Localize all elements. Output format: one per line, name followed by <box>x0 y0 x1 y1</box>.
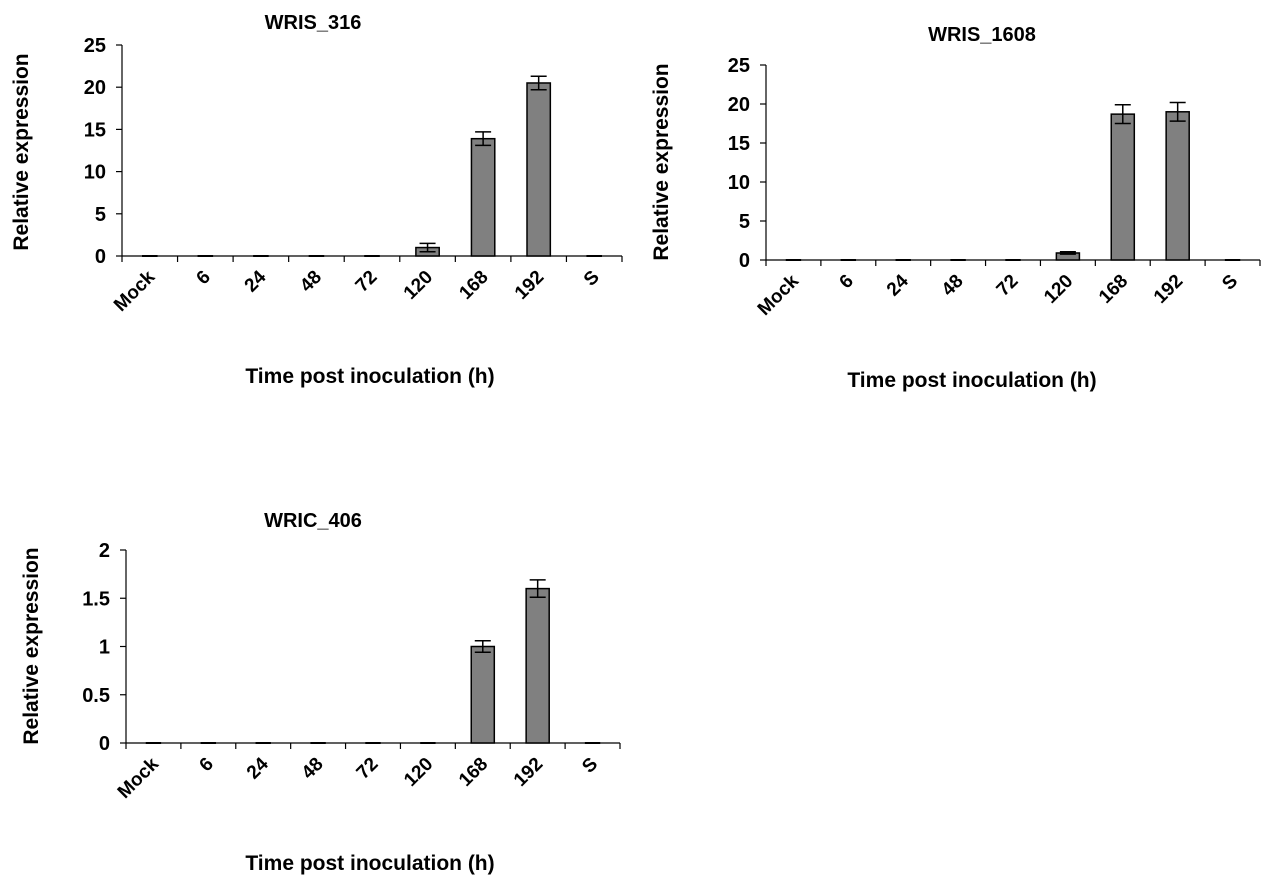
y-tick-label: 15 <box>84 119 106 141</box>
bar <box>1165 111 1190 261</box>
x-tick-label: 192 <box>511 267 548 304</box>
y-tick-label: 10 <box>728 172 750 194</box>
y-tick-label: 20 <box>84 77 106 99</box>
y-tick-label: 0.5 <box>82 685 110 707</box>
x-axis-label: Time post inoculation (h) <box>245 852 494 875</box>
y-axis-label: Relative expression <box>650 63 673 260</box>
x-tick-label: 48 <box>298 754 328 784</box>
x-tick-label: 6 <box>193 267 215 289</box>
x-tick-label: 48 <box>938 271 968 301</box>
chart-wris-316: WRIS_316 Relative expression Time post ino… <box>10 12 623 388</box>
x-tick-label: 168 <box>455 754 492 791</box>
bar <box>526 82 552 257</box>
x-tick-label: 6 <box>196 754 218 776</box>
x-tick-label: 72 <box>352 267 382 297</box>
y-tick-label: 25 <box>84 35 106 57</box>
x-tick-label: Mock <box>114 753 163 802</box>
x-tick-label: Mock <box>754 270 803 319</box>
y-tick-label: 0 <box>739 250 750 272</box>
x-tick-label: S <box>578 754 602 778</box>
x-tick-label: 120 <box>400 754 437 791</box>
bar <box>470 645 496 744</box>
x-tick-label: 168 <box>1095 271 1132 308</box>
y-tick-label: 5 <box>739 211 750 233</box>
chart-title: WRIS_1608 <box>928 24 1036 46</box>
y-axis-label: Relative expression <box>20 547 43 744</box>
x-tick-label: 6 <box>836 271 858 293</box>
chart-title: WRIS_316 <box>265 12 362 34</box>
x-tick-label: 192 <box>510 754 547 791</box>
x-axis-label: Time post inoculation (h) <box>847 369 1096 392</box>
y-tick-label: 15 <box>728 133 750 155</box>
bar <box>525 587 550 744</box>
x-tick-label: S <box>1218 271 1242 295</box>
x-tick-label: 48 <box>296 267 326 297</box>
x-tick-label: Mock <box>110 266 159 315</box>
chart-wris-1608: WRIS_1608 Relative expression Time post in… <box>650 24 1261 392</box>
x-tick-label: 24 <box>243 753 273 783</box>
y-tick-label: 0 <box>99 733 110 755</box>
y-tick-label: 1 <box>99 637 110 659</box>
y-tick-label: 20 <box>728 94 750 116</box>
bar <box>1110 113 1136 261</box>
x-tick-label: 72 <box>993 271 1023 301</box>
bar <box>470 137 496 257</box>
x-tick-label: S <box>580 267 604 291</box>
x-tick-label: 24 <box>241 266 271 296</box>
x-tick-label: 192 <box>1150 271 1187 308</box>
y-tick-label: 25 <box>728 55 750 77</box>
y-axis-label: Relative expression <box>10 53 33 250</box>
x-tick-label: 24 <box>883 270 913 300</box>
y-tick-label: 2 <box>99 540 110 562</box>
y-tick-label: 1.5 <box>82 588 110 610</box>
y-tick-label: 0 <box>95 246 106 268</box>
y-tick-label: 10 <box>84 162 106 184</box>
chart-title: WRIC_406 <box>264 510 362 532</box>
x-tick-label: 120 <box>1040 271 1077 308</box>
x-tick-label: 120 <box>400 267 437 304</box>
chart-wric-406: WRIC_406 Relative expression Time post ino… <box>20 510 621 875</box>
x-tick-label: 168 <box>455 267 492 304</box>
x-tick-label: 72 <box>353 754 383 784</box>
y-tick-label: 5 <box>95 204 106 226</box>
x-axis-label: Time post inoculation (h) <box>245 365 494 388</box>
